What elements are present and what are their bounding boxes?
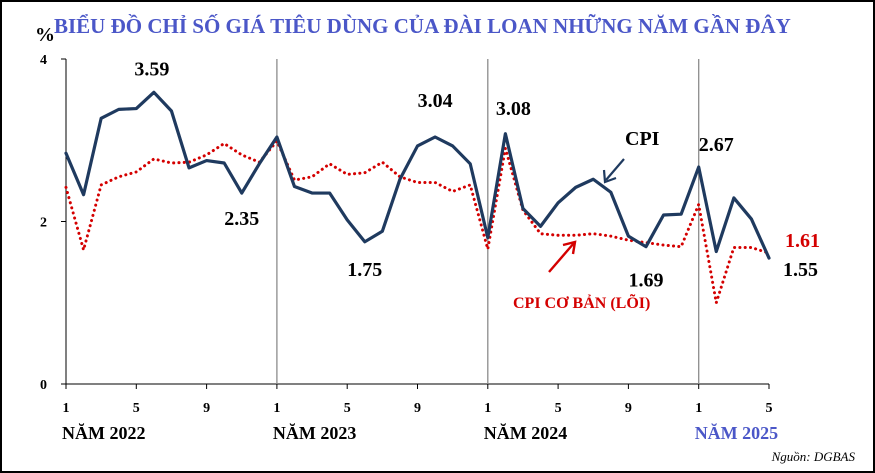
x-tick-label: 5: [766, 401, 773, 416]
x-tick-label: 1: [273, 401, 280, 416]
series-layer: [64, 90, 771, 305]
cpi-series-label: CPI: [625, 128, 660, 150]
data-label: 1.55: [783, 259, 818, 281]
data-label: 2.35: [224, 208, 259, 230]
core-cpi-arrowhead: [562, 240, 577, 255]
cpi-arrowhead: [602, 169, 617, 184]
axes: 0 2 4 1 5 9 1 5 9 1 5 9 1 5 NĂM 2022 NĂM 2023 NĂM 2024 NĂ…: [40, 53, 778, 443]
cpi-arrow: [605, 158, 625, 181]
y-tick-label: 0: [40, 378, 47, 393]
x-tick-label: 9: [414, 401, 421, 416]
data-label: 1.75: [347, 259, 382, 281]
data-label: 1.69: [628, 270, 663, 292]
data-label: 1.61: [785, 230, 820, 252]
x-tick-label: 5: [344, 401, 351, 416]
source-note: Nguồn: DGBAS: [771, 449, 856, 464]
core-cpi-arrow: [548, 242, 575, 273]
core-cpi-series-line: [64, 139, 771, 305]
x-tick-label: 1: [484, 401, 491, 416]
year-label: NĂM 2023: [273, 422, 357, 443]
data-label: 3.08: [496, 98, 531, 120]
labels-layer: 3.59 2.35 1.75 3.04 3.08 1.69 2.67 1.55 1.61 CPI C…: [134, 58, 820, 312]
y-axis-label: %: [35, 24, 55, 46]
y-tick-label: 2: [40, 216, 47, 231]
year-label: NĂM 2025: [695, 422, 779, 443]
core-cpi-series-label: CPI CƠ BẢN (LÕI): [513, 292, 650, 312]
data-label: 2.67: [699, 134, 734, 156]
chart-title: BIỂU ĐỒ CHỈ SỐ GIÁ TIÊU DÙNG CỦA ĐÀI LOA…: [54, 14, 791, 38]
x-tick-label: 1: [695, 401, 702, 416]
year-label: NĂM 2022: [62, 422, 146, 443]
y-tick-label: 4: [40, 53, 47, 68]
cpi-series-line: [64, 90, 771, 260]
x-tick-label: 5: [133, 401, 140, 416]
data-label: 3.59: [134, 58, 169, 80]
x-tick-label: 9: [625, 401, 632, 416]
year-label: NĂM 2024: [484, 422, 568, 443]
data-label: 3.04: [418, 90, 453, 112]
x-tick-label: 1: [63, 401, 70, 416]
x-tick-label: 5: [555, 401, 562, 416]
x-tick-label: 9: [203, 401, 210, 416]
